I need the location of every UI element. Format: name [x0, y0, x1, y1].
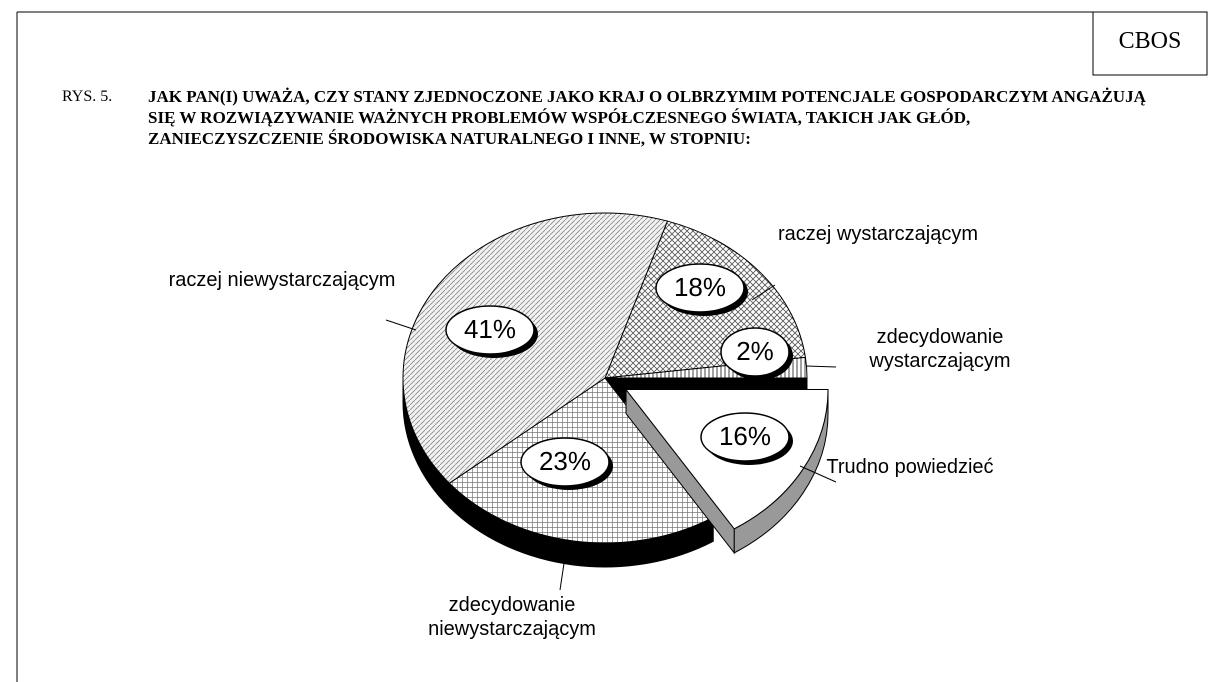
label-bubble — [520, 437, 610, 487]
data-label: 2% — [736, 336, 774, 366]
category-label: zdecydowanie niewystarczającym — [428, 594, 596, 640]
leader-line — [385, 319, 417, 331]
data-label: 23% — [539, 446, 591, 476]
leader-line — [805, 365, 837, 368]
slice — [402, 212, 669, 484]
data-label: 16% — [719, 421, 771, 451]
question: JAK PAN(I) UWAŻA, CZY STANY ZJEDNOCZONE … — [148, 87, 1146, 148]
leader-line — [559, 549, 567, 591]
category-label: Trudno powiedzieć — [826, 456, 994, 478]
label-bubble — [720, 327, 790, 377]
category-label: zdecydowanie wystarczającym — [869, 326, 1011, 372]
label-bubble — [655, 263, 745, 313]
source: CBOS — [1118, 28, 1182, 54]
figure-number: RYS. 5. — [62, 88, 113, 105]
data-label: 41% — [464, 314, 516, 344]
data-label: 18% — [674, 272, 726, 302]
category-label: raczej wystarczającym — [777, 223, 979, 245]
source-box — [1092, 11, 1208, 76]
label-bubble — [700, 412, 790, 462]
leader-line — [799, 465, 837, 483]
label-bubble — [445, 305, 535, 355]
category-label: raczej niewystarczającym — [168, 269, 396, 291]
leader-line — [751, 284, 776, 301]
